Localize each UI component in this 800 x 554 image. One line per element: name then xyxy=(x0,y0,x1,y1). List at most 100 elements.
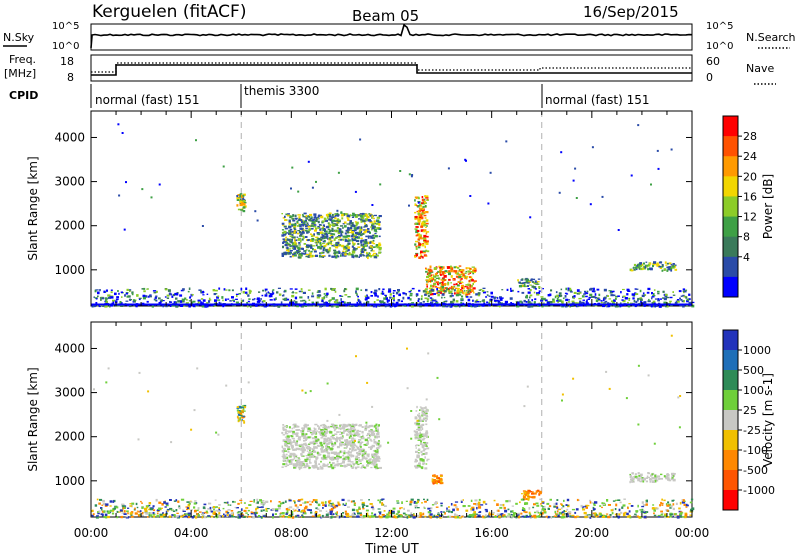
data-cell xyxy=(373,226,376,229)
data-cell xyxy=(521,493,523,495)
data-cell xyxy=(461,287,464,290)
data-cell xyxy=(299,296,303,299)
data-cell xyxy=(105,516,108,519)
data-cell xyxy=(325,513,329,516)
data-cell xyxy=(291,166,294,169)
data-cell xyxy=(359,215,363,218)
data-cell xyxy=(357,214,361,216)
data-cell xyxy=(376,426,379,428)
data-cell xyxy=(256,498,259,501)
data-cell xyxy=(460,289,462,291)
data-cell xyxy=(339,431,342,433)
data-cell xyxy=(474,305,477,308)
data-cell xyxy=(348,242,351,245)
data-cell xyxy=(454,271,457,274)
data-cell xyxy=(284,239,287,242)
data-cell xyxy=(292,508,295,511)
data-cell xyxy=(499,296,502,299)
data-cell xyxy=(418,515,422,518)
data-cell xyxy=(325,456,329,459)
data-cell xyxy=(206,302,209,305)
data-cell xyxy=(357,432,359,435)
data-cell xyxy=(302,430,305,432)
data-cell xyxy=(430,287,433,290)
data-cell xyxy=(524,494,527,497)
data-cell xyxy=(624,297,628,300)
data-cell xyxy=(668,262,672,265)
data-cell xyxy=(289,228,293,231)
data-cell xyxy=(368,252,371,256)
freq-unit: [MHz] xyxy=(4,67,36,80)
data-cell xyxy=(320,429,324,433)
data-cell xyxy=(367,236,370,239)
data-cell xyxy=(298,466,301,468)
data-cell xyxy=(288,230,291,234)
data-cell xyxy=(362,254,365,257)
data-cell xyxy=(260,501,263,504)
data-cell xyxy=(571,514,575,517)
data-cell xyxy=(120,515,123,519)
data-cell xyxy=(213,305,217,307)
data-cell xyxy=(458,269,461,271)
data-cell xyxy=(141,188,144,191)
data-cell xyxy=(325,301,327,303)
data-cell xyxy=(311,437,315,440)
data-cell xyxy=(287,250,290,252)
data-cell xyxy=(438,282,441,285)
data-cell xyxy=(435,300,438,303)
data-cell xyxy=(309,500,311,503)
data-cell xyxy=(373,438,376,441)
data-cell xyxy=(296,432,299,435)
data-cell xyxy=(610,509,614,512)
data-cell xyxy=(295,301,298,304)
data-cell xyxy=(175,305,179,308)
data-cell xyxy=(281,222,285,225)
data-cell xyxy=(649,480,652,483)
data-cell xyxy=(533,282,536,285)
data-cell xyxy=(410,289,412,292)
data-cell xyxy=(315,301,319,304)
data-cell xyxy=(269,299,273,301)
data-cell xyxy=(126,295,129,298)
data-cell xyxy=(323,515,326,518)
data-cell xyxy=(334,438,338,441)
data-cell xyxy=(353,426,356,429)
data-cell xyxy=(284,428,287,431)
data-cell xyxy=(282,428,285,431)
data-cell xyxy=(193,515,196,517)
data-cell xyxy=(376,467,380,469)
data-cell xyxy=(430,507,433,510)
data-cell xyxy=(637,477,641,480)
data-cell xyxy=(367,437,371,439)
data-cell xyxy=(267,291,270,294)
data-cell xyxy=(272,513,274,517)
data-cell xyxy=(360,441,364,443)
data-cell xyxy=(429,292,432,296)
data-cell xyxy=(323,440,326,443)
data-cell xyxy=(347,452,350,455)
data-cell xyxy=(311,254,314,258)
station-title: Kerguelen (fitACF) xyxy=(92,2,246,22)
data-cell xyxy=(216,296,219,299)
colorbar-swatch xyxy=(723,276,738,298)
data-cell xyxy=(533,291,536,294)
data-cell xyxy=(336,452,340,455)
data-cell xyxy=(145,510,148,514)
data-cell xyxy=(620,511,623,514)
data-cell xyxy=(361,449,365,452)
data-cell xyxy=(385,295,387,298)
data-cell xyxy=(297,246,300,250)
colorbar-tick-label: 12 xyxy=(743,211,757,224)
data-cell xyxy=(643,305,646,307)
data-cell xyxy=(189,296,192,299)
data-cell xyxy=(489,171,492,174)
data-cell xyxy=(457,284,460,287)
data-cell xyxy=(372,254,375,256)
data-cell xyxy=(674,513,678,515)
data-cell xyxy=(300,453,303,456)
data-cell xyxy=(656,479,659,482)
data-cell xyxy=(674,268,678,271)
data-cell xyxy=(112,500,115,503)
data-cell xyxy=(287,450,290,453)
data-cell xyxy=(462,499,464,501)
